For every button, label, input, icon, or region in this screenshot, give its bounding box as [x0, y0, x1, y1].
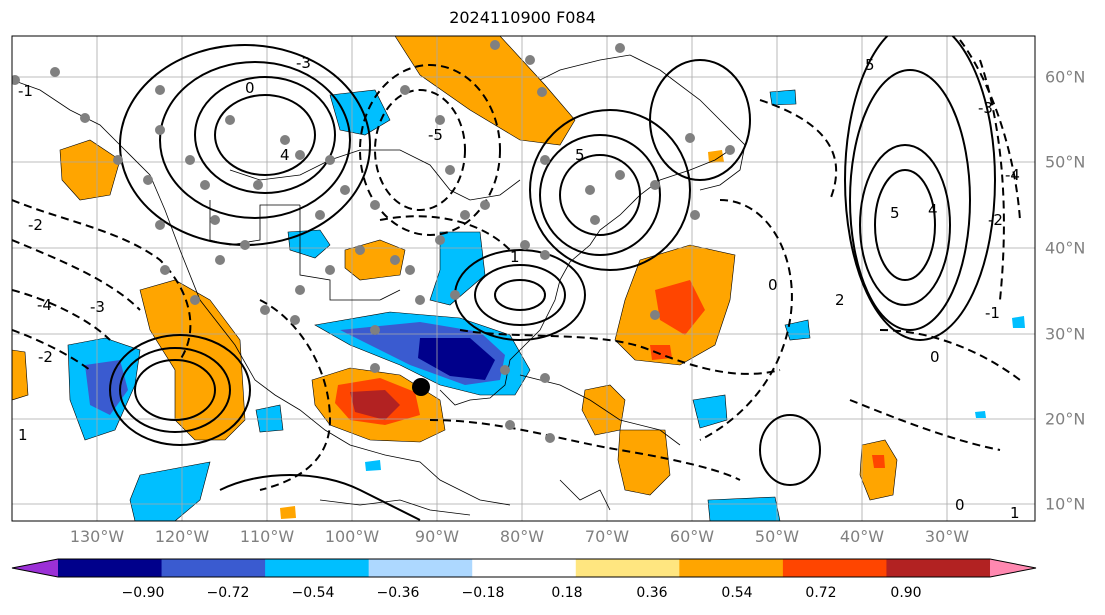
- colorbar-swatch: [472, 559, 577, 577]
- lat-label: 60°N: [1045, 67, 1086, 87]
- colorbar: [11, 558, 1037, 578]
- lon-label: 100°W: [324, 527, 380, 546]
- contour-label: -4: [37, 296, 52, 314]
- contour-label: 0: [955, 496, 965, 514]
- contour-label: 1: [1010, 504, 1020, 522]
- lon-label: 40°W: [839, 527, 885, 546]
- colorbar-swatch: [886, 559, 991, 577]
- lon-label: 70°W: [584, 527, 630, 546]
- lon-label: 120°W: [154, 527, 210, 546]
- contour-label: -5: [428, 126, 443, 144]
- colorbar-swatch: [58, 559, 163, 577]
- map-title: 2024110900 F084: [449, 8, 596, 27]
- colorbar-extension-low: [12, 559, 58, 577]
- contour-label: 4: [280, 146, 290, 164]
- contour-label: -2: [38, 348, 53, 366]
- lon-label: 30°W: [924, 527, 970, 546]
- colorbar-tick: −0.18: [461, 585, 505, 601]
- lon-label: 130°W: [69, 527, 125, 546]
- colorbar-tick: 0.54: [721, 585, 753, 601]
- colorbar-outline: [11, 558, 1037, 578]
- contour-label: -3: [90, 298, 105, 316]
- contour-label: 0: [930, 348, 940, 366]
- contour-label: -1: [18, 82, 33, 100]
- colorbar-tick: 0.18: [551, 585, 583, 601]
- contour-label: 5: [575, 146, 585, 164]
- solid-contours: [109, 36, 996, 521]
- contour-label: 5: [865, 56, 875, 74]
- lon-label: 110°W: [239, 527, 295, 546]
- lat-label: 50°N: [1045, 152, 1086, 172]
- contour-label: 4: [928, 201, 938, 219]
- colorbar-tick: −0.72: [206, 585, 250, 601]
- lon-label: 90°W: [414, 527, 460, 546]
- colorbar-swatch: [161, 559, 266, 577]
- colorbar-tick: −0.36: [376, 585, 420, 601]
- colorbar-tick: 0.90: [890, 585, 922, 601]
- contour-label: -2: [28, 216, 43, 234]
- colorbar-extension-high: [990, 559, 1036, 577]
- colorbar-swatch: [368, 559, 473, 577]
- contour-label: 0: [768, 276, 778, 294]
- lon-label: 60°W: [669, 527, 715, 546]
- contour-label: 0: [245, 79, 255, 97]
- contour-label: 1: [510, 248, 520, 266]
- contour-label: -3: [296, 54, 311, 72]
- colorbar-swatch: [782, 559, 887, 577]
- station-markers: [12, 40, 735, 443]
- lon-label: 50°W: [754, 527, 800, 546]
- lat-label: 10°N: [1045, 494, 1086, 514]
- graticule: [12, 36, 1035, 521]
- contour-label: -3: [978, 99, 993, 117]
- contour-label: -1: [985, 304, 1000, 322]
- storm-center-marker: [412, 378, 430, 396]
- contour-label: 1: [18, 426, 28, 444]
- contour-labels: -3 0 4 -5 -4 -3 -2 1 5 5 4 5 -4 -3 -2 -1…: [18, 54, 1020, 522]
- lon-label: 80°W: [499, 527, 545, 546]
- lat-label: 30°N: [1045, 324, 1086, 344]
- dashed-contours: [12, 39, 1021, 491]
- colorbar-tick: 0.36: [636, 585, 668, 601]
- lat-label: 20°N: [1045, 409, 1086, 429]
- contour-label: -2: [988, 211, 1003, 229]
- contour-label: 5: [890, 204, 900, 222]
- colorbar-swatch: [679, 559, 784, 577]
- lat-label: 40°N: [1045, 238, 1086, 258]
- map-frame: [11, 35, 1036, 522]
- colorbar-swatch: [265, 559, 370, 577]
- colorbar-swatch: [575, 559, 680, 577]
- contour-label: 2: [835, 291, 845, 309]
- colorbar-tick: −0.54: [291, 585, 335, 601]
- contour-label: -4: [1005, 166, 1020, 184]
- colorbar-tick: −0.90: [121, 585, 165, 601]
- colorbar-tick: 0.72: [805, 585, 837, 601]
